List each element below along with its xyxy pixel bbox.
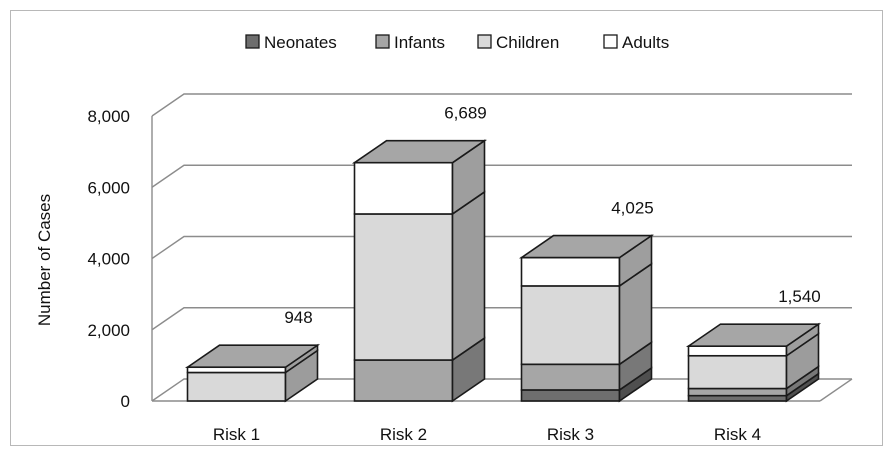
gridline bbox=[151, 164, 852, 188]
legend-label: Adults bbox=[622, 33, 669, 52]
legend-label: Infants bbox=[394, 33, 445, 52]
legend-swatch bbox=[375, 34, 390, 49]
gridline bbox=[151, 93, 852, 117]
bar-total-label: 1,540 bbox=[778, 287, 821, 306]
bar-segment-children bbox=[186, 348, 319, 403]
floor-edge bbox=[819, 378, 853, 402]
y-tick-label: 2,000 bbox=[87, 321, 130, 340]
bar-top-face bbox=[184, 344, 321, 369]
x-tick-label: Risk 1 bbox=[213, 425, 260, 444]
legend-item-infants: Infants bbox=[375, 33, 445, 52]
legend-swatch bbox=[603, 34, 618, 49]
y-tick-label: 4,000 bbox=[87, 250, 130, 269]
bar-segment-children bbox=[520, 262, 653, 366]
bar-segment-children bbox=[353, 190, 486, 362]
bar-top-face bbox=[351, 139, 488, 164]
bar-total-label: 4,025 bbox=[611, 199, 654, 218]
y-tick-label: 0 bbox=[121, 392, 130, 411]
bar-segment-children bbox=[687, 332, 820, 391]
legend-item-adults: Adults bbox=[603, 33, 669, 52]
gridline bbox=[151, 235, 852, 260]
legend-swatch bbox=[477, 34, 492, 49]
labels: 0 2,000 4,000 6,000 8,000 948 Risk 1 6,689 Risk … bbox=[87, 104, 820, 444]
legend-label: Children bbox=[496, 33, 559, 52]
bars bbox=[184, 139, 822, 403]
bar-top-face bbox=[685, 323, 822, 347]
legend-item-children: Children bbox=[477, 33, 559, 52]
legend-swatch bbox=[245, 34, 260, 49]
x-tick-label: Risk 4 bbox=[714, 425, 761, 444]
bar-segment-adults bbox=[520, 234, 653, 288]
y-axis-title: Number of Cases bbox=[35, 194, 54, 326]
legend-label: Neonates bbox=[264, 33, 337, 52]
x-tick-label: Risk 3 bbox=[547, 425, 594, 444]
legend-item-neonates: Neonates bbox=[245, 33, 337, 52]
bar-total-label: 948 bbox=[284, 308, 312, 327]
bar-total-label: 6,689 bbox=[444, 104, 487, 123]
y-tick-label: 8,000 bbox=[87, 107, 130, 126]
legend: Neonates Infants Children Adults bbox=[245, 33, 669, 52]
bar-top-face bbox=[518, 234, 655, 259]
x-tick-label: Risk 2 bbox=[380, 425, 427, 444]
y-tick-label: 6,000 bbox=[87, 178, 130, 197]
